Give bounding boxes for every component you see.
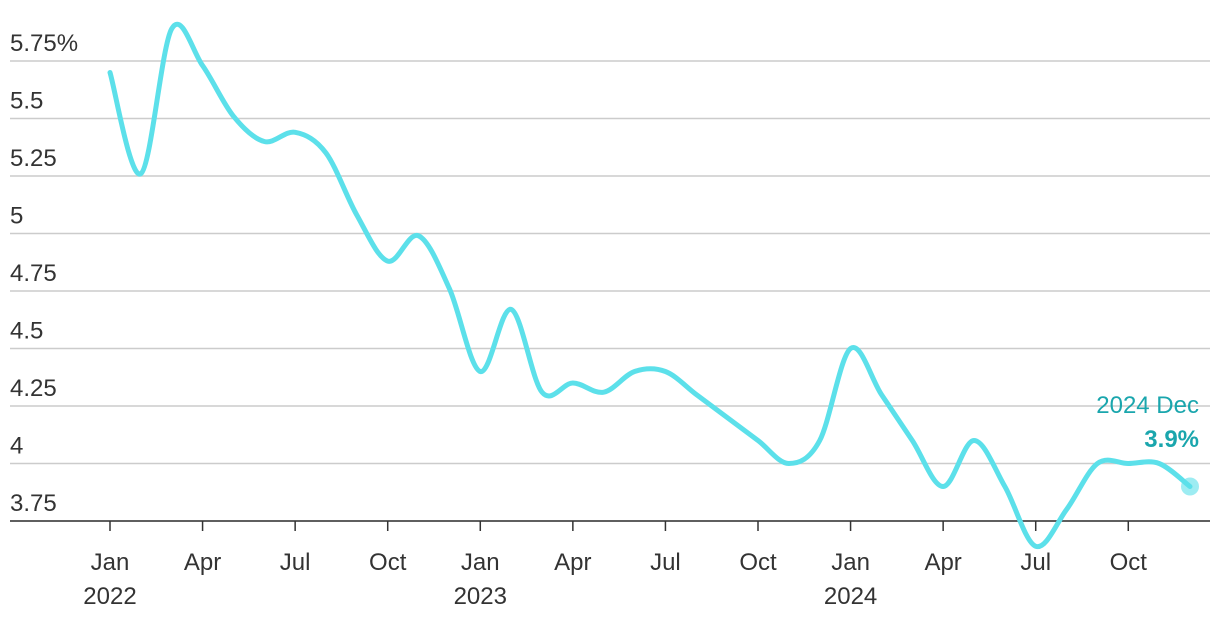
x-tick-label-month: Jan <box>461 549 500 576</box>
x-tick-label-year: 2023 <box>454 583 507 610</box>
x-tick-label-month: Jan <box>91 549 130 576</box>
x-axis: Jan 2022 Apr Jul Oct Jan 2023 Apr Jul Oct Jan 2024 A… <box>10 520 1210 610</box>
y-tick-label: 4.75 <box>10 260 57 287</box>
x-tick-label-month: Jul <box>1020 549 1051 576</box>
y-axis-labels: 5.75% 5.5 5.25 5 4.75 4.5 4.25 4 3.75 <box>10 30 78 517</box>
y-tick-label: 4.25 <box>10 375 57 402</box>
x-tick-label-month: Apr <box>184 549 221 576</box>
y-tick-label: 5 <box>10 203 23 230</box>
x-tick-label-month: Apr <box>554 549 591 576</box>
x-tick-label-month: Apr <box>924 549 961 576</box>
series-group <box>107 21 1199 549</box>
end-point-marker <box>1181 477 1199 496</box>
annotation-value-label: 3.9% <box>1144 426 1199 453</box>
x-tick-label-month: Jan <box>831 549 870 576</box>
y-tick-label: 4 <box>10 433 23 460</box>
end-annotation: 2024 Dec 3.9% <box>1096 392 1199 453</box>
x-tick-label-month: Oct <box>1110 549 1148 576</box>
y-tick-label: 5.75% <box>10 30 78 57</box>
x-tick-label-month: Jul <box>650 549 681 576</box>
x-tick-label-month: Oct <box>369 549 407 576</box>
gridlines <box>10 60 1210 522</box>
x-tick-label-month: Oct <box>739 549 777 576</box>
y-tick-label: 4.5 <box>10 318 43 345</box>
series-line <box>107 21 1193 549</box>
y-tick-label: 5.5 <box>10 88 43 115</box>
x-tick-label-year: 2022 <box>83 583 136 610</box>
y-tick-label: 3.75 <box>10 490 57 517</box>
x-tick-label-month: Jul <box>280 549 311 576</box>
annotation-date-label: 2024 Dec <box>1096 392 1199 419</box>
y-tick-label: 5.25 <box>10 145 57 172</box>
x-tick-label-year: 2024 <box>824 583 877 610</box>
